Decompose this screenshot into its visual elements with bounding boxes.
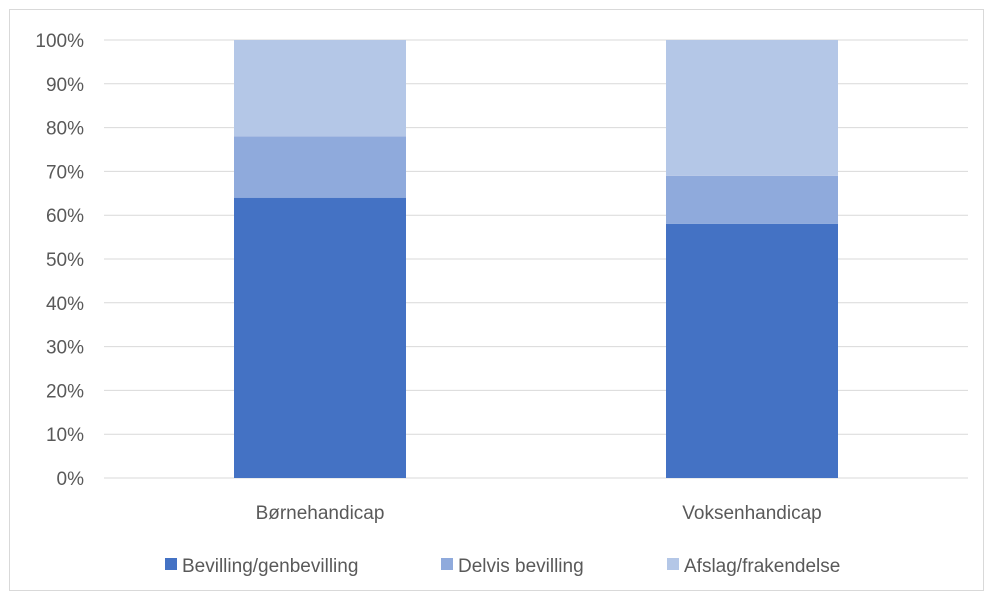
legend-swatch xyxy=(667,558,679,570)
bars xyxy=(234,40,838,478)
y-tick-label: 0% xyxy=(57,469,85,490)
y-tick-label: 70% xyxy=(46,162,84,183)
bar-segment-delvis-bevilling-1 xyxy=(666,175,838,224)
legend-item: Bevilling/genbevilling xyxy=(165,556,358,577)
bar-segment-afslag-frakendelse-0 xyxy=(234,40,406,137)
legend-item: Afslag/frakendelse xyxy=(667,556,840,577)
bar-segment-bevilling-genbevilling-1 xyxy=(666,223,838,478)
y-tick-label: 50% xyxy=(46,250,84,271)
legend-item: Delvis bevilling xyxy=(441,556,584,577)
legend: Bevilling/genbevilling Delvis bevilling Af… xyxy=(165,556,840,577)
y-tick-label: 40% xyxy=(46,294,84,315)
y-tick-label: 60% xyxy=(46,206,84,227)
y-tick-label: 80% xyxy=(46,119,84,140)
legend-label: Afslag/frakendelse xyxy=(684,556,840,577)
x-category-label: Børnehandicap xyxy=(256,503,385,524)
legend-label: Bevilling/genbevilling xyxy=(182,556,358,577)
legend-swatch xyxy=(441,558,453,570)
x-category-label: Voksenhandicap xyxy=(682,503,821,524)
x-axis-categories: Børnehandicap Voksenhandicap xyxy=(256,503,822,524)
bar-segment-delvis-bevilling-0 xyxy=(234,136,406,198)
y-tick-label: 10% xyxy=(46,425,84,446)
y-tick-label: 20% xyxy=(46,381,84,402)
bar-segment-bevilling-genbevilling-0 xyxy=(234,197,406,478)
y-tick-label: 100% xyxy=(35,31,84,52)
y-tick-label: 30% xyxy=(46,338,84,359)
y-axis-ticks: 0% 10% 20% 30% 40% 50% 60% 70% 80% 90% 100% xyxy=(35,31,84,490)
legend-label: Delvis bevilling xyxy=(458,556,584,577)
gridlines xyxy=(104,39,968,479)
bar-segment-afslag-frakendelse-1 xyxy=(666,40,838,176)
legend-swatch xyxy=(165,558,177,570)
y-tick-label: 90% xyxy=(46,75,84,96)
